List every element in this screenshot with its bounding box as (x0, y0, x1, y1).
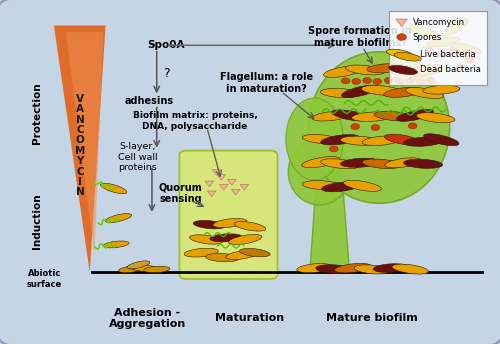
Ellipse shape (190, 235, 222, 244)
Polygon shape (228, 180, 236, 185)
Ellipse shape (346, 65, 384, 75)
Ellipse shape (240, 248, 270, 257)
Ellipse shape (103, 241, 129, 248)
Text: ?: ? (163, 67, 170, 80)
Circle shape (416, 78, 424, 84)
Text: Dead bacteria: Dead bacteria (420, 65, 480, 74)
Circle shape (425, 47, 434, 53)
Text: Spore formation in
mature biofilms?: Spore formation in mature biofilms? (308, 26, 412, 48)
Ellipse shape (396, 109, 434, 121)
FancyBboxPatch shape (388, 11, 487, 85)
Ellipse shape (386, 49, 413, 58)
Ellipse shape (308, 52, 450, 203)
Text: Vancomycin: Vancomycin (412, 18, 465, 27)
Ellipse shape (130, 265, 158, 272)
Ellipse shape (424, 134, 459, 146)
Ellipse shape (374, 111, 413, 121)
Text: Quorum
sensing: Quorum sensing (159, 183, 202, 204)
Ellipse shape (344, 180, 382, 191)
Circle shape (395, 78, 404, 84)
Text: adhesins: adhesins (125, 96, 174, 106)
Circle shape (352, 78, 360, 84)
Circle shape (406, 77, 414, 84)
Text: Protection: Protection (32, 82, 42, 143)
Ellipse shape (210, 234, 242, 242)
Circle shape (384, 77, 393, 84)
Text: V
A
N
C
O
M
Y
C
I
N: V A N C O M Y C I N (75, 94, 86, 197)
Ellipse shape (444, 19, 468, 35)
Ellipse shape (297, 264, 332, 273)
Ellipse shape (373, 264, 409, 272)
Text: Mature biofilm: Mature biofilm (326, 313, 418, 323)
Text: Adhesion -
Aggregation: Adhesion - Aggregation (108, 308, 186, 329)
Circle shape (437, 51, 446, 57)
Ellipse shape (320, 135, 359, 145)
Ellipse shape (288, 139, 350, 205)
Ellipse shape (354, 265, 390, 274)
Polygon shape (205, 181, 214, 187)
Circle shape (363, 77, 372, 84)
Ellipse shape (410, 25, 440, 39)
Ellipse shape (404, 159, 442, 168)
Ellipse shape (193, 221, 226, 229)
Ellipse shape (118, 266, 144, 273)
Circle shape (466, 57, 474, 63)
Ellipse shape (384, 134, 422, 145)
Circle shape (397, 34, 406, 40)
Polygon shape (240, 184, 248, 190)
Ellipse shape (234, 222, 266, 231)
Ellipse shape (106, 214, 132, 223)
Ellipse shape (408, 65, 447, 75)
Ellipse shape (406, 87, 444, 98)
Circle shape (456, 64, 465, 69)
Ellipse shape (416, 113, 455, 123)
Ellipse shape (213, 218, 247, 228)
Ellipse shape (324, 66, 363, 77)
Ellipse shape (385, 158, 422, 168)
Ellipse shape (342, 85, 378, 98)
Ellipse shape (392, 264, 428, 274)
Circle shape (449, 47, 458, 53)
Ellipse shape (144, 266, 170, 273)
Ellipse shape (390, 64, 426, 77)
Ellipse shape (334, 264, 371, 273)
Ellipse shape (422, 85, 460, 94)
Polygon shape (217, 174, 226, 180)
Ellipse shape (320, 159, 360, 169)
Ellipse shape (362, 85, 402, 95)
Ellipse shape (226, 250, 258, 259)
Ellipse shape (302, 181, 342, 190)
Polygon shape (54, 25, 106, 272)
Ellipse shape (340, 136, 380, 145)
Circle shape (373, 78, 382, 84)
Polygon shape (310, 192, 350, 272)
Circle shape (351, 123, 360, 130)
Polygon shape (66, 32, 103, 256)
Ellipse shape (450, 43, 481, 54)
Text: Induction: Induction (32, 194, 42, 249)
Ellipse shape (316, 265, 352, 273)
Ellipse shape (388, 65, 418, 74)
Circle shape (426, 77, 435, 84)
Text: Spores: Spores (412, 33, 442, 42)
Ellipse shape (352, 112, 392, 121)
Ellipse shape (428, 37, 460, 47)
Circle shape (408, 123, 417, 129)
Text: Flagellum: a role
in maturation?: Flagellum: a role in maturation? (220, 72, 314, 94)
Ellipse shape (362, 159, 401, 169)
Ellipse shape (100, 183, 127, 194)
Ellipse shape (228, 235, 262, 245)
Text: Biofilm matrix: proteins,
DNA, polysaccharide: Biofilm matrix: proteins, DNA, polysacch… (132, 111, 258, 131)
Ellipse shape (320, 88, 360, 98)
Ellipse shape (286, 98, 344, 180)
Text: Spo0A: Spo0A (147, 40, 184, 50)
Ellipse shape (312, 111, 350, 121)
Ellipse shape (332, 110, 370, 121)
Polygon shape (212, 170, 221, 175)
Text: Maturation: Maturation (216, 313, 284, 323)
Text: Live bacteria: Live bacteria (420, 50, 476, 59)
Ellipse shape (367, 64, 406, 73)
Ellipse shape (302, 135, 340, 144)
Ellipse shape (302, 157, 340, 168)
